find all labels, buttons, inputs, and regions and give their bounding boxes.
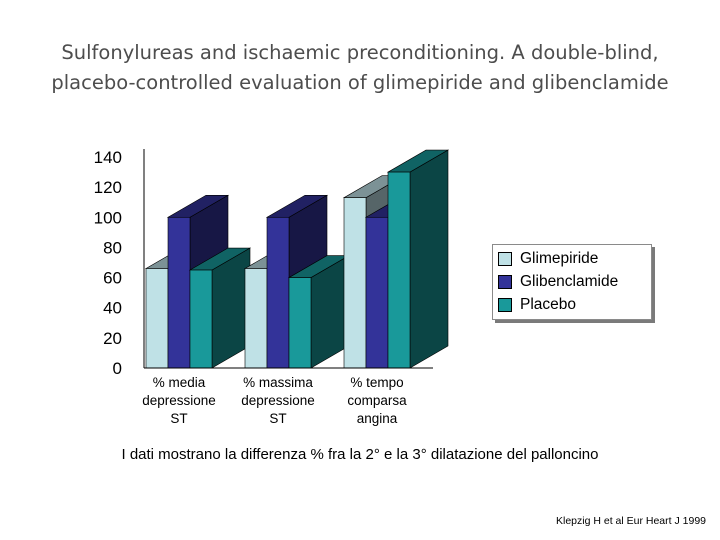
y-tick-label: 0: [113, 359, 122, 378]
legend-swatch-glibenclamide: [498, 274, 512, 289]
chart-legend: Glimepiride Glibenclamide Placebo: [492, 244, 652, 320]
legend-swatch-glimepiride: [498, 251, 512, 266]
bar-glibenclamide: [167, 216, 191, 369]
legend-label-glimepiride: Glimepiride: [520, 249, 599, 267]
bar-placebo: [387, 171, 411, 369]
title-line-2: placebo-controlled evaluation of glimepi…: [51, 71, 669, 94]
x-tick-label: comparsa: [347, 393, 407, 408]
slide-title: Sulfonylureas and ischaemic precondition…: [20, 38, 700, 98]
bar-placebo: [189, 269, 213, 369]
y-tick-label: 40: [103, 299, 122, 318]
x-tick-label: angina: [357, 411, 398, 426]
y-tick-label: 120: [94, 178, 122, 197]
bar-glimepiride: [244, 268, 268, 369]
legend-label-placebo: Placebo: [520, 295, 577, 313]
x-tick-label: ST: [269, 411, 286, 426]
y-tick-label: 140: [94, 148, 122, 167]
bar-side-placebo: [409, 149, 449, 369]
x-tick-label: % tempo: [350, 375, 403, 390]
x-tick-label: ST: [170, 411, 187, 426]
y-tick-label: 60: [103, 269, 122, 288]
legend-swatch-placebo: [498, 297, 512, 312]
x-tick-label: depressione: [142, 393, 216, 408]
citation: Klepzig H et al Eur Heart J 1999: [556, 515, 706, 527]
x-tick-label: depressione: [241, 393, 315, 408]
bar-glibenclamide: [365, 216, 389, 369]
bar-glimepiride: [145, 268, 169, 369]
x-tick-label: % massima: [243, 375, 313, 390]
y-tick-label: 100: [94, 208, 122, 227]
bar-chart: 0 20 40 60 80 100 120 140 % media depressione ST % …: [94, 148, 450, 426]
title-line-1: Sulfonylureas and ischaemic precondition…: [61, 41, 659, 64]
y-tick-label: 20: [103, 329, 122, 348]
bar-glimepiride: [343, 197, 367, 369]
y-tick-label: 80: [103, 238, 122, 257]
legend-item-glimepiride: Glimepiride: [498, 247, 651, 270]
legend-item-glibenclamide: Glibenclamide: [498, 270, 651, 293]
legend-label-glibenclamide: Glibenclamide: [520, 272, 619, 290]
x-tick-label: % media: [153, 375, 206, 390]
bar-glibenclamide: [266, 216, 290, 369]
legend-item-placebo: Placebo: [498, 293, 651, 316]
caption: I dati mostrano la differenza % fra la 2…: [121, 446, 599, 463]
bar-placebo: [288, 277, 312, 369]
